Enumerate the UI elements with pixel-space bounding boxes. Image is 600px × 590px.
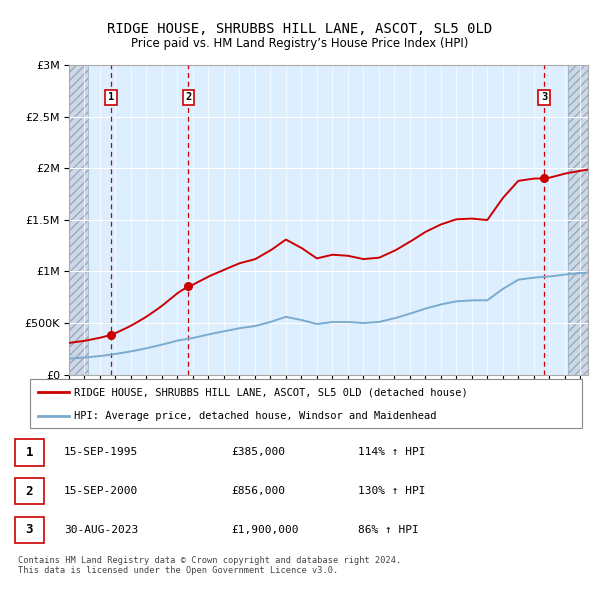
Text: RIDGE HOUSE, SHRUBBS HILL LANE, ASCOT, SL5 0LD (detached house): RIDGE HOUSE, SHRUBBS HILL LANE, ASCOT, S… <box>74 388 468 398</box>
Text: 3: 3 <box>26 523 33 536</box>
FancyBboxPatch shape <box>15 517 44 543</box>
Bar <box>568 65 588 375</box>
Text: 1: 1 <box>26 446 33 459</box>
Text: 15-SEP-1995: 15-SEP-1995 <box>64 447 138 457</box>
Text: £1,900,000: £1,900,000 <box>231 525 298 535</box>
Text: Price paid vs. HM Land Registry’s House Price Index (HPI): Price paid vs. HM Land Registry’s House … <box>131 37 469 50</box>
Text: 1: 1 <box>108 93 114 103</box>
Bar <box>568 65 588 375</box>
Text: 86% ↑ HPI: 86% ↑ HPI <box>358 525 418 535</box>
Text: HPI: Average price, detached house, Windsor and Maidenhead: HPI: Average price, detached house, Wind… <box>74 411 437 421</box>
Text: 15-SEP-2000: 15-SEP-2000 <box>64 486 138 496</box>
Text: £856,000: £856,000 <box>231 486 285 496</box>
FancyBboxPatch shape <box>15 439 44 466</box>
Text: Contains HM Land Registry data © Crown copyright and database right 2024.: Contains HM Land Registry data © Crown c… <box>18 556 401 565</box>
Bar <box>69 65 88 375</box>
Text: 130% ↑ HPI: 130% ↑ HPI <box>358 486 425 496</box>
Text: 30-AUG-2023: 30-AUG-2023 <box>64 525 138 535</box>
Text: 3: 3 <box>541 93 547 103</box>
FancyBboxPatch shape <box>30 379 582 428</box>
Text: This data is licensed under the Open Government Licence v3.0.: This data is licensed under the Open Gov… <box>18 566 338 575</box>
FancyBboxPatch shape <box>15 478 44 504</box>
Text: 2: 2 <box>26 484 33 498</box>
Text: 114% ↑ HPI: 114% ↑ HPI <box>358 447 425 457</box>
Text: £385,000: £385,000 <box>231 447 285 457</box>
Bar <box>69 65 88 375</box>
Text: RIDGE HOUSE, SHRUBBS HILL LANE, ASCOT, SL5 0LD: RIDGE HOUSE, SHRUBBS HILL LANE, ASCOT, S… <box>107 22 493 37</box>
Text: 2: 2 <box>185 93 191 103</box>
